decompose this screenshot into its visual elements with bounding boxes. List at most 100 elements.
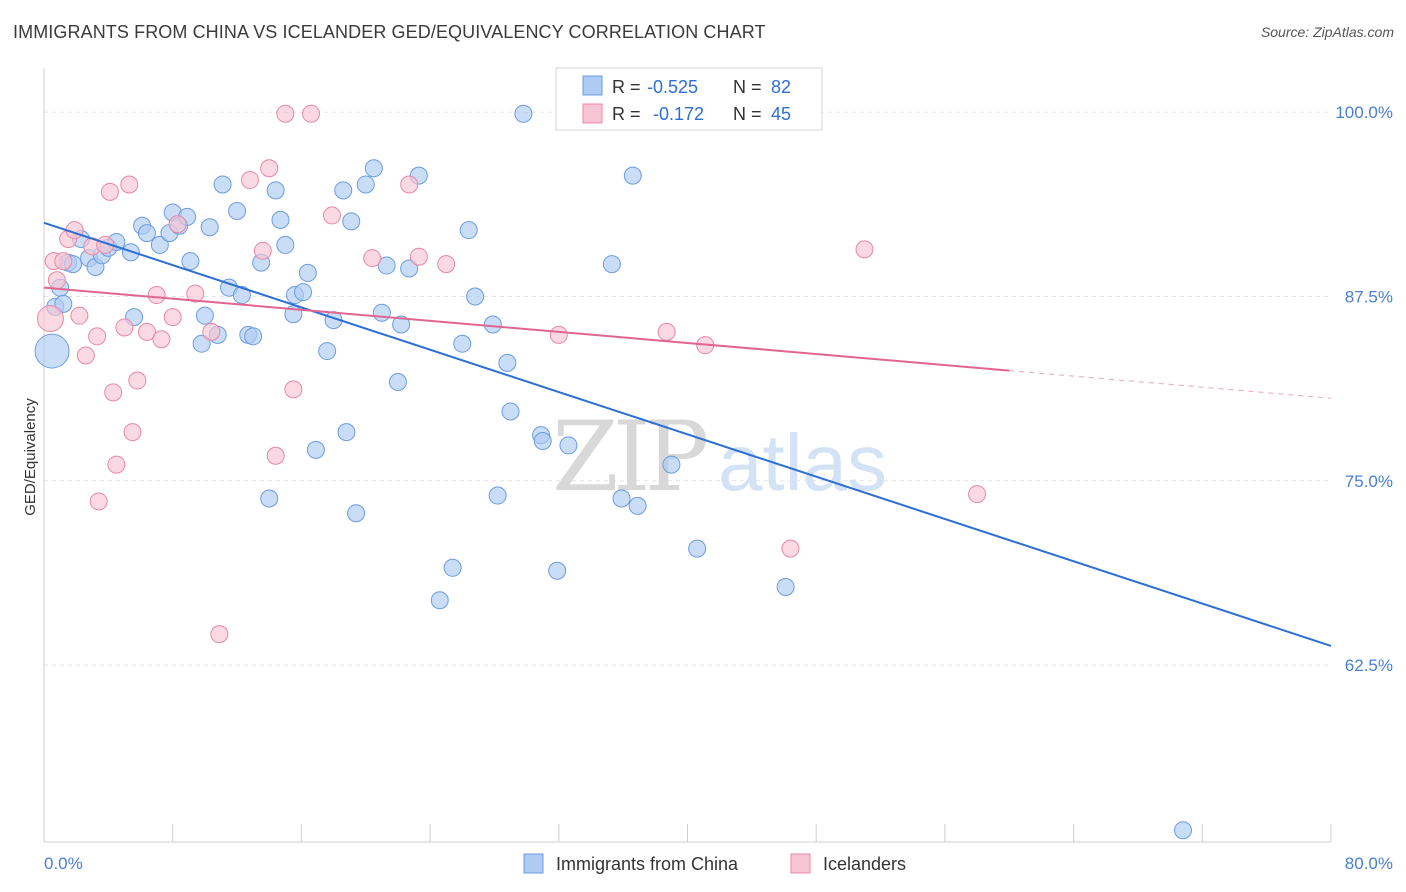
point-china-77: [776, 577, 795, 596]
point-china-36: [276, 235, 295, 254]
point-icelanders-42: [781, 539, 800, 558]
tick-labels: 100.0% 87.5% 75.0% 62.5% 0.0% 80.0%: [44, 103, 1393, 873]
point-china-63: [498, 353, 517, 372]
point-icelanders-39: [549, 325, 568, 344]
point-icelanders-32: [284, 380, 303, 399]
point-icelanders-28: [253, 241, 272, 260]
trendline-china: [43, 221, 1332, 647]
point-china-34: [266, 181, 285, 200]
point-china-31: [244, 327, 263, 346]
point-china-44: [334, 181, 353, 200]
point-china-29: [232, 286, 251, 305]
point-icelanders-19: [137, 322, 156, 341]
point-icelanders-9: [88, 327, 107, 346]
stats-n-value-china: 82: [771, 77, 791, 97]
legend: Immigrants from China Icelanders: [523, 853, 906, 874]
point-icelanders-29: [260, 159, 279, 178]
point-icelanders-12: [100, 182, 119, 201]
point-china-49: [364, 159, 383, 178]
stats-n-label-icelanders: N =: [733, 104, 762, 124]
legend-label-china: Immigrants from China: [556, 854, 739, 874]
point-icelanders-2: [47, 271, 66, 290]
trendline-icelanders-extension: [1009, 370, 1332, 399]
point-icelanders-38: [437, 255, 456, 274]
point-china-75: [662, 455, 681, 474]
stats-r-value-china: -0.525: [647, 77, 698, 97]
point-china-3: [54, 294, 73, 313]
point-icelanders-26: [210, 625, 229, 644]
point-china-42: [318, 342, 337, 361]
chart-source: Source: ZipAtlas.com: [1260, 24, 1394, 40]
y-tick-label-2: 75.0%: [1345, 472, 1393, 491]
point-icelanders-13: [104, 383, 123, 402]
point-china-53: [392, 315, 411, 334]
point-china-40: [298, 263, 317, 282]
point-icelanders-44: [968, 485, 987, 504]
point-china-58: [453, 334, 472, 353]
point-icelanders-25: [202, 322, 221, 341]
point-china-22: [192, 334, 211, 353]
point-icelanders-17: [123, 423, 142, 442]
point-china-56: [430, 591, 449, 610]
point-china-51: [377, 256, 396, 275]
point-china-57: [443, 558, 462, 577]
point-icelanders-31: [276, 104, 295, 123]
point-china-47: [347, 504, 366, 523]
point-icelanders-3: [54, 252, 73, 271]
point-china-33: [260, 489, 279, 508]
point-china-45: [337, 423, 356, 442]
y-tick-label-3: 62.5%: [1345, 656, 1393, 675]
data-points: [34, 104, 1192, 840]
point-icelanders-23: [168, 215, 187, 234]
point-china-64: [501, 402, 520, 421]
point-icelanders-6: [70, 306, 89, 325]
y-tick-label-0: 100.0%: [1335, 103, 1393, 122]
point-icelanders-34: [322, 206, 341, 225]
point-icelanders-0: [36, 305, 64, 333]
stats-swatch-icelanders: [582, 103, 603, 124]
point-china-24: [200, 218, 219, 237]
point-icelanders-36: [400, 175, 419, 194]
point-china-39: [294, 283, 313, 302]
point-china-28: [228, 202, 247, 221]
point-china-62: [488, 486, 507, 505]
point-icelanders-21: [152, 330, 171, 349]
legend-label-icelanders: Icelanders: [823, 854, 906, 874]
point-china-78: [1173, 821, 1192, 840]
point-china-46: [342, 212, 361, 231]
point-icelanders-20: [147, 286, 166, 305]
point-china-71: [602, 255, 621, 274]
stats-n-value-icelanders: 45: [771, 104, 791, 124]
stats-r-label-icelanders: R =: [612, 104, 641, 124]
point-icelanders-7: [76, 346, 95, 365]
legend-swatch-icelanders: [790, 853, 811, 874]
x-tick-label-0: 0.0%: [44, 854, 83, 873]
trend-lines: [43, 221, 1332, 647]
point-china-61: [483, 315, 502, 334]
point-icelanders-40: [657, 322, 676, 341]
point-china-21: [181, 252, 200, 271]
point-icelanders-37: [409, 247, 428, 266]
point-china-59: [459, 221, 478, 240]
watermark: ZIP atlas: [552, 401, 887, 513]
point-icelanders-22: [163, 308, 182, 327]
point-china-65: [514, 104, 533, 123]
point-icelanders-30: [266, 446, 285, 465]
stats-r-label-china: R =: [612, 77, 641, 97]
point-china-15: [137, 224, 156, 243]
point-icelanders-18: [128, 371, 147, 390]
point-china-74: [628, 496, 647, 515]
point-icelanders-35: [363, 249, 382, 268]
point-icelanders-27: [240, 171, 259, 190]
point-china-67: [533, 431, 552, 450]
x-tick-label-1: 80.0%: [1345, 854, 1393, 873]
point-icelanders-15: [115, 318, 134, 337]
point-china-41: [306, 440, 325, 459]
point-china-52: [388, 373, 407, 392]
point-china-48: [356, 175, 375, 194]
y-tick-label-1: 87.5%: [1345, 288, 1393, 307]
point-icelanders-43: [855, 240, 874, 259]
stats-r-value-icelanders: -0.172: [653, 104, 704, 124]
point-china-69: [559, 436, 578, 455]
